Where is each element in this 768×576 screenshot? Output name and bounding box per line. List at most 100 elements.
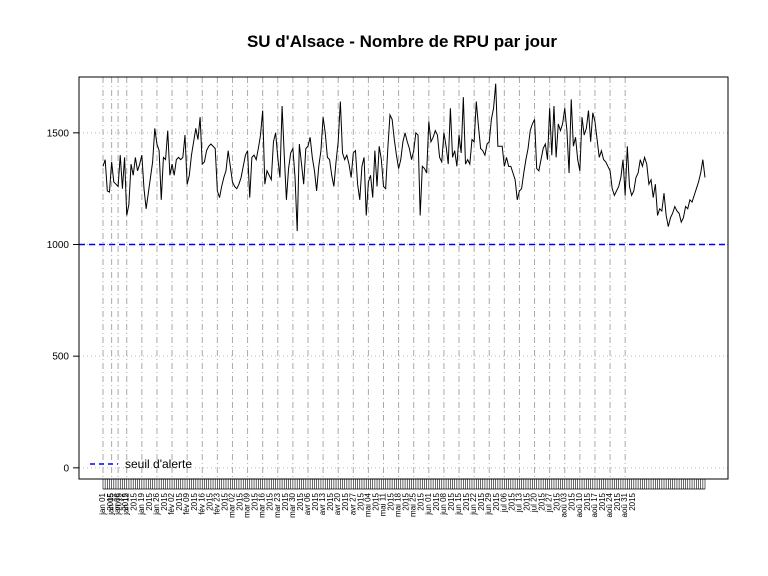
data-point bbox=[482, 150, 483, 151]
data-point bbox=[471, 139, 472, 140]
data-point bbox=[700, 172, 701, 173]
x-tick-year-label: 2015 bbox=[538, 492, 547, 510]
data-point bbox=[348, 164, 349, 165]
data-point bbox=[271, 179, 272, 180]
data-point bbox=[515, 179, 516, 180]
data-point bbox=[392, 119, 393, 120]
x-tick-label: jan 12 bbox=[122, 492, 131, 515]
x-tick-label: avr 06 bbox=[303, 492, 312, 515]
data-point bbox=[361, 166, 362, 167]
data-point bbox=[111, 161, 112, 162]
data-point bbox=[256, 159, 257, 160]
data-point bbox=[376, 186, 377, 187]
data-point bbox=[609, 170, 610, 171]
data-point bbox=[426, 172, 427, 173]
data-point bbox=[200, 117, 201, 118]
data-point bbox=[180, 159, 181, 160]
data-point bbox=[249, 197, 250, 198]
data-point bbox=[206, 150, 207, 151]
data-point bbox=[383, 186, 384, 187]
data-point bbox=[676, 210, 677, 211]
data-point bbox=[534, 119, 535, 120]
x-tick-year-label: 2015 bbox=[160, 492, 169, 510]
data-point bbox=[143, 188, 144, 189]
data-point bbox=[253, 155, 254, 156]
x-tick-label: jan 19 bbox=[137, 492, 146, 515]
data-point bbox=[288, 168, 289, 169]
data-point bbox=[691, 201, 692, 202]
data-point bbox=[653, 197, 654, 198]
data-point bbox=[497, 146, 498, 147]
data-point bbox=[638, 172, 639, 173]
x-tick-year-label: 2015 bbox=[121, 492, 130, 510]
data-point bbox=[635, 177, 636, 178]
data-point bbox=[428, 121, 429, 122]
x-tick-year-label: 2015 bbox=[387, 492, 396, 510]
data-point bbox=[137, 170, 138, 171]
x-tick-year-label: 2015 bbox=[477, 492, 486, 510]
data-point bbox=[266, 170, 267, 171]
data-point bbox=[527, 148, 528, 149]
x-tick-label: avr 13 bbox=[318, 492, 327, 515]
data-point bbox=[454, 150, 455, 151]
data-point bbox=[135, 157, 136, 158]
data-point bbox=[379, 146, 380, 147]
data-point bbox=[633, 190, 634, 191]
data-point bbox=[666, 215, 667, 216]
data-point bbox=[262, 110, 263, 111]
y-tick-label: 0 bbox=[63, 463, 69, 474]
data-point bbox=[374, 150, 375, 151]
x-tick-year-label: 2015 bbox=[281, 492, 290, 510]
data-point bbox=[366, 215, 367, 216]
data-point bbox=[417, 134, 418, 135]
data-point bbox=[163, 157, 164, 158]
x-tick-label: mai 11 bbox=[379, 492, 388, 516]
x-tick-year-label: 2015 bbox=[371, 492, 380, 510]
data-point bbox=[577, 159, 578, 160]
data-point bbox=[422, 166, 423, 167]
x-tick-year-label: 2015 bbox=[311, 492, 320, 510]
x-tick-label: mar 30 bbox=[288, 492, 297, 517]
data-point bbox=[167, 130, 168, 131]
data-point bbox=[549, 108, 550, 109]
data-point bbox=[187, 184, 188, 185]
data-point bbox=[592, 112, 593, 113]
data-point bbox=[184, 134, 185, 135]
data-point bbox=[260, 134, 261, 135]
data-point bbox=[452, 157, 453, 158]
data-point bbox=[338, 141, 339, 142]
data-point bbox=[655, 184, 656, 185]
data-point bbox=[372, 197, 373, 198]
data-point bbox=[329, 159, 330, 160]
data-point bbox=[102, 166, 103, 167]
data-point bbox=[389, 114, 390, 115]
data-point bbox=[284, 155, 285, 156]
data-point bbox=[530, 130, 531, 131]
data-point bbox=[486, 143, 487, 144]
x-tick-year-label: 2015 bbox=[175, 492, 184, 510]
data-point bbox=[521, 188, 522, 189]
data-point bbox=[508, 166, 509, 167]
y-tick-label: 500 bbox=[52, 352, 69, 363]
data-point bbox=[355, 150, 356, 151]
data-point bbox=[456, 166, 457, 167]
data-point bbox=[340, 101, 341, 102]
data-point bbox=[208, 146, 209, 147]
data-point bbox=[532, 123, 533, 124]
data-point bbox=[363, 157, 364, 158]
data-point bbox=[174, 175, 175, 176]
x-tick-label: jan 01 bbox=[98, 492, 107, 515]
x-tick-label: aoû 17 bbox=[590, 492, 599, 517]
data-point bbox=[594, 121, 595, 122]
data-point bbox=[124, 157, 125, 158]
data-point bbox=[551, 155, 552, 156]
data-point bbox=[303, 184, 304, 185]
data-point bbox=[156, 143, 157, 144]
data-point bbox=[171, 164, 172, 165]
data-point bbox=[435, 130, 436, 131]
x-tick-year-label: 2015 bbox=[266, 492, 275, 510]
data-point bbox=[644, 157, 645, 158]
data-point bbox=[251, 157, 252, 158]
x-tick-year-label: 2015 bbox=[447, 492, 456, 510]
data-point bbox=[553, 105, 554, 106]
